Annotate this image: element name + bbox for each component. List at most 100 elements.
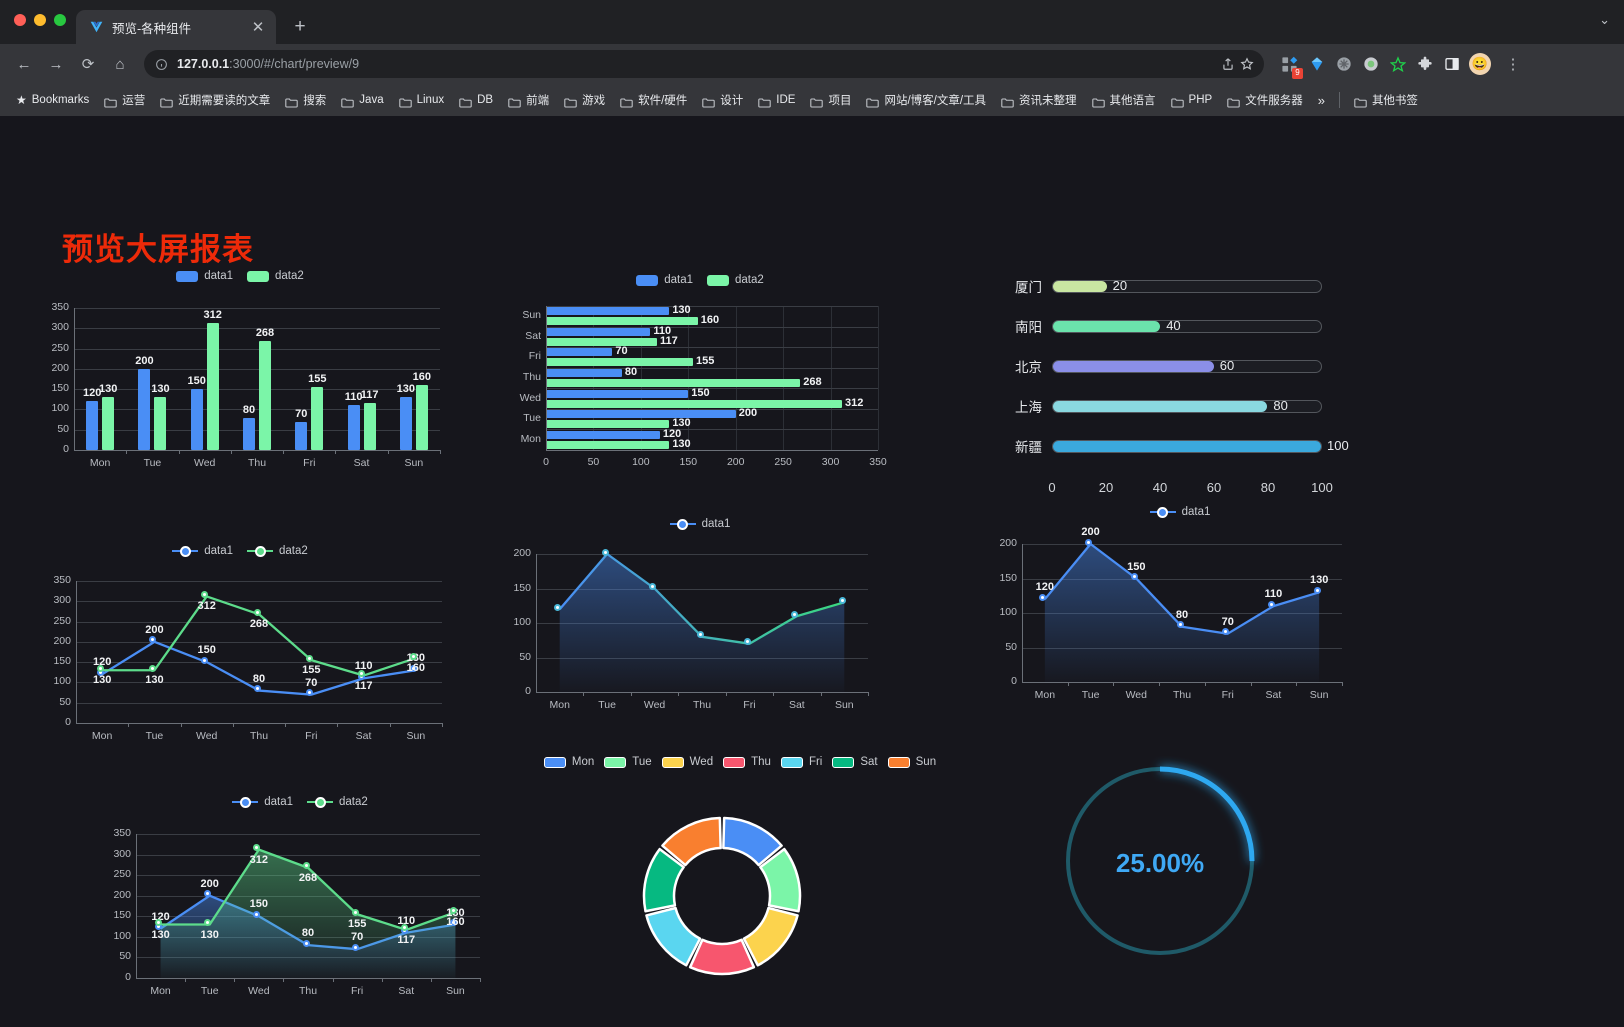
progress-track[interactable]: 80 xyxy=(1052,398,1322,413)
progress-track[interactable]: 40 xyxy=(1052,318,1322,333)
legend-item-tue[interactable]: Tue xyxy=(604,756,652,768)
minimize-window-button[interactable] xyxy=(34,14,46,26)
home-button[interactable]: ⌂ xyxy=(115,55,125,73)
bookmark-item-16[interactable]: PHP xyxy=(1165,91,1219,109)
plot-area: 0 50 100 150 200 250 300 350 Sun 130 160 Sat 110 117 F… xyxy=(500,300,900,478)
bookmark-item-14[interactable]: 资讯未整理 xyxy=(995,89,1083,111)
bookmark-label: 游戏 xyxy=(582,95,606,107)
x-tick xyxy=(180,723,182,727)
browser-menu-icon[interactable]: ⋮ xyxy=(1505,56,1521,73)
bookmark-item-5[interactable]: Linux xyxy=(393,91,451,109)
puzzle-extension-icon[interactable] xyxy=(1415,55,1434,74)
legend-item-data2[interactable]: data2 xyxy=(247,545,308,557)
donut-segment-sun[interactable] xyxy=(661,816,722,867)
y-tick-label: Mon xyxy=(520,432,541,445)
legend-item-data1[interactable]: data1 xyxy=(176,270,233,282)
bookmark-item-4[interactable]: Java xyxy=(335,91,389,109)
maximize-window-button[interactable] xyxy=(54,14,66,26)
bookmark-item-6[interactable]: DB xyxy=(453,91,499,109)
star-extension-icon[interactable] xyxy=(1388,55,1407,74)
legend-item-data1[interactable]: data1 xyxy=(670,518,731,530)
bookmark-item-12[interactable]: 项目 xyxy=(804,89,857,111)
legend-item-data1[interactable]: data1 xyxy=(636,274,693,286)
share-icon[interactable] xyxy=(1220,57,1235,72)
legend: Mon Tue Wed Thu Fri Sat Sun xyxy=(540,756,940,768)
bookmark-item-17[interactable]: 文件服务器 xyxy=(1221,89,1309,111)
bookmark-label: 软件/硬件 xyxy=(638,95,688,107)
legend-item-data1[interactable]: data1 xyxy=(1150,506,1210,518)
legend-item-data2[interactable]: data2 xyxy=(707,274,764,286)
extension-grid-icon[interactable]: 9 xyxy=(1280,55,1303,79)
circle-extension-icon[interactable] xyxy=(1361,55,1380,74)
bookmark-item-bookmarks[interactable]: ★ Bookmarks xyxy=(10,90,95,110)
legend-item-data2[interactable]: data2 xyxy=(307,796,368,808)
donut-segment-tue[interactable] xyxy=(759,847,802,913)
bar xyxy=(546,410,736,419)
bookmark-item-10[interactable]: 设计 xyxy=(696,89,749,111)
bookmark-item-13[interactable]: 网站/博客/文章/工具 xyxy=(860,89,992,111)
progress-track[interactable]: 60 xyxy=(1052,358,1322,373)
donut-segment-thu[interactable] xyxy=(688,938,756,976)
bookmark-item-9[interactable]: 软件/硬件 xyxy=(614,89,693,111)
legend-item-data1[interactable]: data1 xyxy=(232,796,293,808)
new-tab-button[interactable]: + xyxy=(294,16,306,37)
y-tick-label: 150 xyxy=(513,581,531,594)
reload-button[interactable]: ⟳ xyxy=(81,56,95,73)
legend-item-data2[interactable]: data2 xyxy=(247,270,304,282)
donut-segment-mon[interactable] xyxy=(722,816,783,867)
progress-track[interactable]: 100 xyxy=(1052,438,1349,453)
legend-label: data1 xyxy=(204,270,233,282)
window-controls[interactable] xyxy=(14,14,66,26)
y-tick-label: 50 xyxy=(59,695,71,708)
site-info-icon[interactable] xyxy=(154,57,169,72)
legend-swatch-icon xyxy=(247,270,269,282)
data-point xyxy=(201,656,209,664)
address-bar[interactable]: 127.0.0.1:3000/#/chart/preview/9 xyxy=(144,50,1264,78)
close-window-button[interactable] xyxy=(14,14,26,26)
sidepanel-icon[interactable] xyxy=(1442,55,1461,74)
legend-label: data1 xyxy=(701,518,731,530)
diamond-extension-icon[interactable] xyxy=(1307,55,1326,74)
x-tick-label: 80 xyxy=(1260,480,1276,495)
donut-segment-fri[interactable] xyxy=(645,906,702,967)
legend-item-fri[interactable]: Fri xyxy=(780,756,822,768)
back-button[interactable]: ← xyxy=(16,55,32,73)
bookmark-item-2[interactable]: 近期需要读的文章 xyxy=(154,89,276,111)
bar-value-label: 268 xyxy=(255,327,275,340)
other-bookmarks-button[interactable]: 其他书签 xyxy=(1348,89,1424,111)
folder-icon xyxy=(564,95,577,107)
legend-item-thu[interactable]: Thu xyxy=(723,756,771,768)
bookmark-item-7[interactable]: 前端 xyxy=(502,89,555,111)
tabstrip-collapse-icon[interactable]: ⌄ xyxy=(1599,12,1610,27)
donut-segment-sat[interactable] xyxy=(642,847,685,913)
gear-extension-icon[interactable] xyxy=(1334,55,1353,74)
bookmarks-overflow-button[interactable]: » xyxy=(1317,92,1325,108)
legend-item-sat[interactable]: Sat xyxy=(832,756,878,768)
bookmark-item-3[interactable]: 搜索 xyxy=(279,89,332,111)
forward-button[interactable]: → xyxy=(48,55,64,73)
close-tab-icon[interactable]: ✕ xyxy=(251,19,265,36)
bookmark-item-1[interactable]: 运营 xyxy=(98,89,151,111)
bookmark-item-8[interactable]: 游戏 xyxy=(558,89,611,111)
browser-tab[interactable]: 预览-各种组件 ✕ xyxy=(76,10,276,44)
x-tick-label: 60 xyxy=(1206,480,1222,495)
profile-avatar[interactable]: 😀 xyxy=(1469,53,1491,75)
x-tick-label: Thu xyxy=(1172,689,1192,701)
progress-axis: 0 20 40 60 80 100 xyxy=(1048,476,1342,500)
y-tick-label: 200 xyxy=(51,361,69,374)
bar xyxy=(190,389,203,450)
bookmark-star-icon[interactable] xyxy=(1239,57,1254,72)
legend-swatch-icon xyxy=(707,274,729,286)
legend-label: data2 xyxy=(339,796,368,808)
legend-item-wed[interactable]: Wed xyxy=(661,756,713,768)
legend-item-sun[interactable]: Sun xyxy=(887,756,936,768)
legend-swatch-icon xyxy=(780,756,803,768)
legend-item-mon[interactable]: Mon xyxy=(543,756,594,768)
legend-item-data1[interactable]: data1 xyxy=(172,545,233,557)
donut-segment-wed[interactable] xyxy=(742,906,799,967)
progress-track[interactable]: 20 xyxy=(1052,278,1322,293)
bookmark-item-11[interactable]: IDE xyxy=(752,91,801,109)
vgridline xyxy=(735,306,737,450)
bookmark-item-15[interactable]: 其他语言 xyxy=(1086,89,1162,111)
